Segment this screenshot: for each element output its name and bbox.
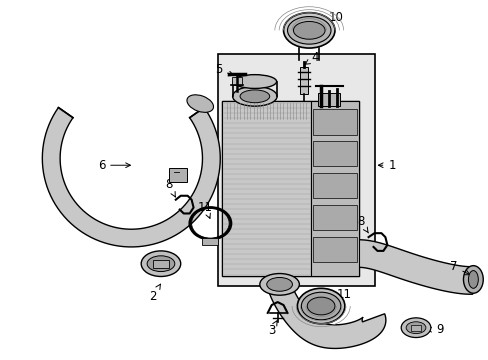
Bar	[202, 238, 218, 245]
Bar	[222, 101, 310, 276]
Bar	[218, 54, 374, 286]
Bar	[168, 168, 186, 182]
Text: 11: 11	[198, 201, 212, 219]
Text: 6: 6	[98, 159, 130, 172]
Ellipse shape	[293, 22, 325, 39]
Ellipse shape	[287, 17, 330, 44]
Text: 1: 1	[378, 159, 395, 172]
Ellipse shape	[186, 95, 213, 112]
Bar	[313, 205, 356, 230]
Ellipse shape	[266, 278, 292, 291]
Text: 9: 9	[426, 323, 443, 336]
Text: 11: 11	[324, 288, 351, 301]
Ellipse shape	[301, 292, 340, 320]
Polygon shape	[267, 284, 385, 348]
Bar	[313, 141, 356, 166]
Ellipse shape	[463, 266, 482, 293]
Ellipse shape	[232, 86, 277, 106]
Text: 2: 2	[149, 284, 160, 303]
Text: 5: 5	[214, 63, 233, 76]
Text: 10: 10	[312, 11, 343, 24]
Bar	[313, 173, 356, 198]
Text: 8: 8	[165, 179, 175, 197]
Ellipse shape	[233, 75, 276, 89]
Text: 3: 3	[267, 321, 277, 337]
Ellipse shape	[141, 251, 181, 276]
Text: 8: 8	[356, 215, 367, 233]
Ellipse shape	[400, 318, 430, 338]
Bar	[222, 101, 358, 276]
Ellipse shape	[306, 297, 334, 315]
Polygon shape	[351, 240, 472, 294]
Bar	[313, 109, 356, 135]
Polygon shape	[42, 108, 220, 247]
Bar	[232, 77, 242, 85]
Ellipse shape	[259, 274, 299, 295]
Bar	[313, 237, 356, 262]
Ellipse shape	[468, 271, 477, 288]
Bar	[318, 93, 339, 106]
Ellipse shape	[240, 90, 269, 103]
Ellipse shape	[297, 288, 344, 324]
Text: 7: 7	[449, 260, 469, 275]
Bar	[310, 101, 358, 276]
Ellipse shape	[406, 322, 425, 334]
Bar	[300, 67, 307, 94]
Bar	[410, 325, 420, 330]
Ellipse shape	[147, 256, 174, 271]
Ellipse shape	[283, 13, 334, 48]
Bar	[153, 260, 168, 267]
Text: 4: 4	[305, 51, 318, 64]
